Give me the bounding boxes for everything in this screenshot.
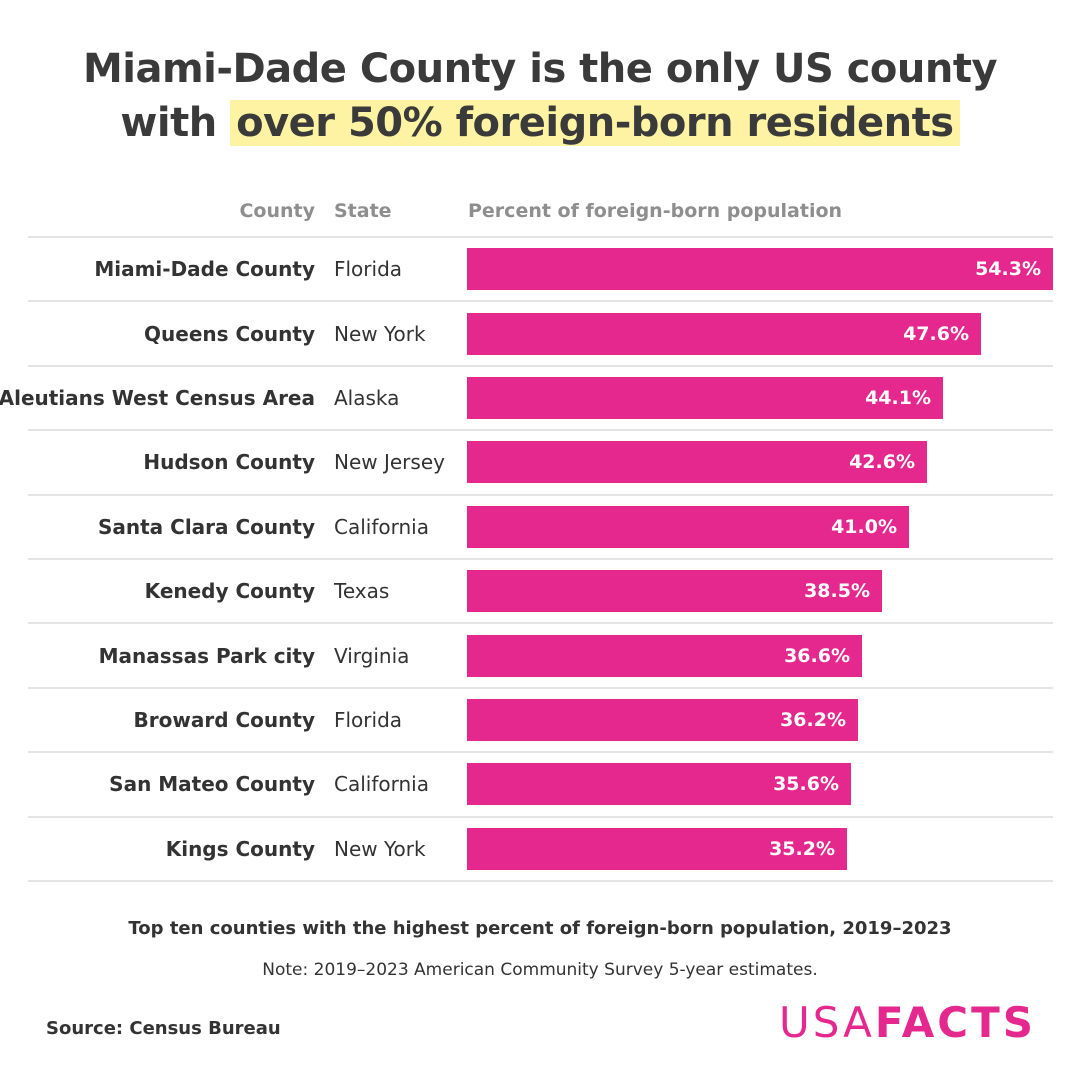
state-label: California [334, 772, 429, 797]
state-label: New York [334, 836, 426, 861]
usafacts-logo: USAFACTS [779, 998, 1036, 1047]
title-line-2-prefix: with [120, 100, 217, 146]
bar: 35.2% [467, 827, 847, 870]
state-label: Florida [334, 708, 403, 732]
bar-value-label: 38.5% [804, 580, 870, 603]
row-divider [28, 880, 1053, 882]
row-divider [28, 364, 1053, 367]
state-label: New York [334, 321, 426, 346]
bar: 42.6% [467, 441, 927, 484]
bar-value-label: 54.3% [975, 258, 1041, 281]
logo-facts: FACTS [874, 998, 1036, 1047]
county-label: Kenedy County [144, 579, 315, 604]
bar-value-label: 44.1% [865, 387, 931, 409]
bar: 36.6% [467, 634, 862, 677]
state-label: California [334, 514, 429, 539]
county-label: Manassas Park city [98, 643, 315, 668]
row-divider [28, 429, 1053, 432]
row-divider [28, 300, 1053, 303]
logo-usa: USA [778, 998, 875, 1047]
source-credit: Source: Census Bureau [46, 1018, 281, 1039]
column-header-percent: Percent of foreign-born population [468, 200, 843, 222]
state-label: Alaska [334, 386, 400, 410]
bar: 44.1% [467, 377, 943, 419]
county-label: San Mateo County [109, 772, 315, 797]
county-label: Aleutians West Census Area [0, 386, 315, 410]
county-label: Santa Clara County [97, 514, 315, 539]
chart-note: Note: 2019–2023 American Community Surve… [262, 960, 818, 980]
state-label: Virginia [334, 643, 410, 668]
bar: 41.0% [467, 505, 909, 548]
title-line-1: Miami-Dade County is the only US county [82, 46, 998, 92]
bar-value-label: 35.6% [773, 773, 839, 796]
row-divider [28, 686, 1053, 689]
bar: 35.6% [467, 763, 851, 806]
bar-value-label: 42.6% [849, 451, 915, 474]
column-header-county: County [239, 200, 315, 222]
state-label: New Jersey [334, 450, 445, 475]
county-label: Hudson County [143, 450, 315, 475]
chart-caption: Top ten counties with the highest percen… [128, 918, 952, 939]
bar: 47.6% [467, 312, 981, 355]
bar-value-label: 36.6% [784, 644, 850, 667]
row-divider [28, 493, 1053, 496]
state-label: Texas [334, 579, 390, 604]
bar-value-label: 41.0% [831, 515, 897, 538]
county-label: Broward County [133, 708, 315, 732]
county-label: Kings County [165, 836, 315, 861]
bar-value-label: 35.2% [769, 837, 835, 860]
bar: 54.3% [467, 248, 1053, 291]
title-highlight: over 50% foreign-born residents [230, 100, 960, 146]
county-label: Miami-Dade County [94, 257, 315, 282]
bar-value-label: 36.2% [780, 709, 846, 731]
row-divider [28, 622, 1053, 625]
chart-title: Miami-Dade County is the only US county … [0, 42, 1080, 150]
bar-value-label: 47.6% [903, 322, 969, 345]
row-divider [28, 236, 1053, 238]
row-divider [28, 751, 1053, 754]
row-divider [28, 558, 1053, 560]
row-divider [28, 815, 1053, 818]
state-label: Florida [334, 257, 403, 282]
column-header-state: State [334, 200, 392, 222]
bar: 38.5% [467, 570, 882, 613]
county-label: Queens County [144, 321, 315, 346]
bar: 36.2% [467, 699, 858, 741]
